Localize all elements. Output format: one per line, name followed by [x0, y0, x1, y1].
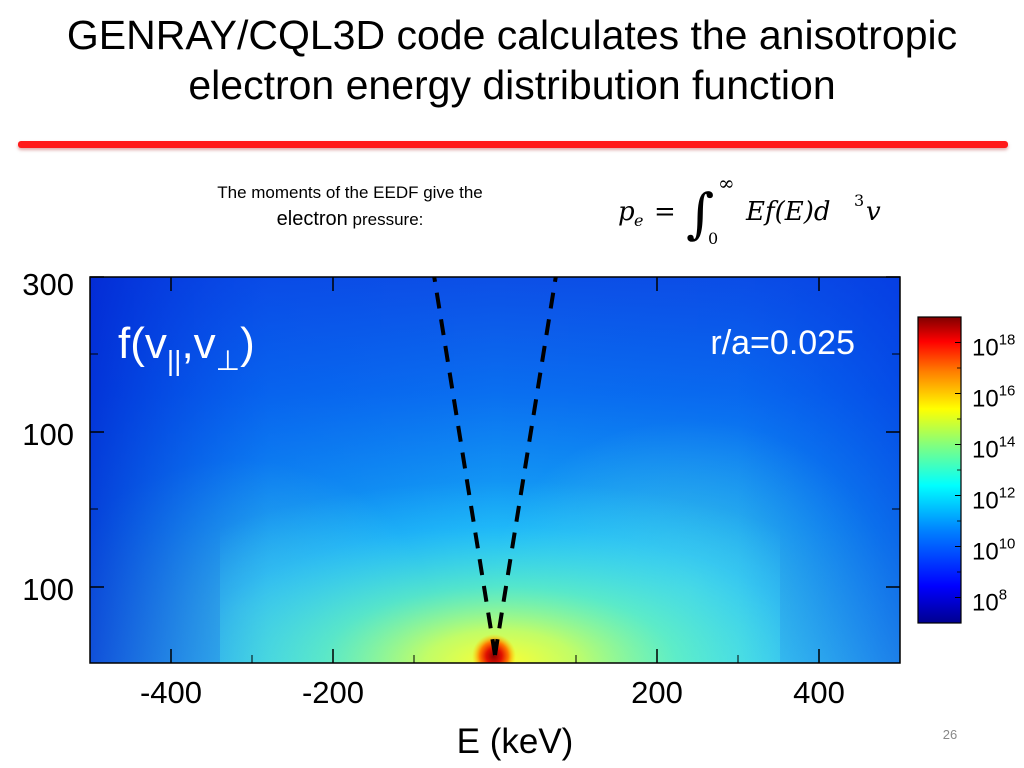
colorbar: 1018 1016 1014 1012 1010 108 — [917, 316, 1015, 624]
x-axis-label: E (keV) — [457, 722, 574, 761]
slide-title-line-2: electron energy distribution function — [188, 62, 836, 108]
dashed-line-left — [432, 277, 497, 656]
plot-frame — [89, 276, 901, 664]
slide-number: 26 — [942, 727, 958, 742]
colorbar-tick-label: 1012 — [972, 485, 1015, 515]
formula-power: 3 — [854, 191, 864, 210]
formula-lower-limit: 0 — [708, 229, 718, 248]
title-divider — [18, 141, 1008, 148]
formula-integrand: Ef(E)d — [745, 197, 831, 227]
moments-caption-line-1: The moments of the EEDF give the — [217, 183, 483, 202]
x-tick-label: 400 — [793, 675, 845, 710]
formula-lhs: p — [618, 197, 635, 227]
formula-equals: = — [654, 197, 676, 227]
y-tick-label: 100 — [22, 417, 74, 452]
colorbar-tick-label: 1010 — [972, 536, 1015, 566]
colorbar-tick-label: 108 — [972, 587, 1007, 617]
colorbar-gradient — [917, 316, 962, 624]
dashed-boundary — [432, 277, 558, 656]
pressure-formula: p e = ∫ ∞ 0 Ef(E)d 3 v — [618, 171, 881, 248]
moments-caption: The moments of the EEDF give the electro… — [160, 180, 540, 233]
panel-label-close: ) — [240, 319, 255, 368]
x-tick-label: 200 — [631, 675, 683, 710]
y-axis: 300 100 100 — [22, 267, 900, 607]
slide-title: GENRAY/CQL3D code calculates the anisotr… — [0, 10, 1024, 110]
formula-upper-limit: ∞ — [718, 171, 735, 195]
radius-annotation: r/a=0.025 — [710, 324, 855, 362]
formula-integral: ∫ — [686, 182, 714, 245]
y-tick-label: 100 — [22, 572, 74, 607]
moments-caption-electron: electron — [276, 208, 348, 230]
panel-label-sub-parallel: || — [167, 345, 182, 376]
panel-label: f(v||,v⊥) — [118, 319, 255, 376]
colorbar-tick-label: 1018 — [972, 332, 1015, 362]
colorbar-tick-label: 1014 — [972, 434, 1015, 464]
panel-label-main: f(v — [118, 319, 167, 368]
panel-label-sub-perp: ⊥ — [216, 345, 240, 376]
slide-title-line-1: GENRAY/CQL3D code calculates the anisotr… — [66, 12, 958, 58]
formula-lhs-subscript: e — [634, 211, 643, 230]
x-tick-label: -400 — [140, 675, 202, 710]
formula-variable: v — [866, 197, 881, 227]
moments-caption-line-2: electron pressure: — [160, 206, 540, 233]
dashed-line-right — [493, 277, 558, 656]
heatmap-field — [90, 277, 900, 663]
y-tick-label: 300 — [22, 267, 74, 302]
x-tick-label: -200 — [302, 675, 364, 710]
colorbar-ticks: 1018 1016 1014 1012 1010 108 — [955, 316, 1015, 624]
x-axis: -400 -200 200 400 — [89, 277, 901, 710]
moments-caption-pressure: pressure: — [347, 210, 424, 229]
panel-label-comma: ,v — [181, 319, 215, 368]
colorbar-tick-label: 1016 — [972, 383, 1015, 413]
